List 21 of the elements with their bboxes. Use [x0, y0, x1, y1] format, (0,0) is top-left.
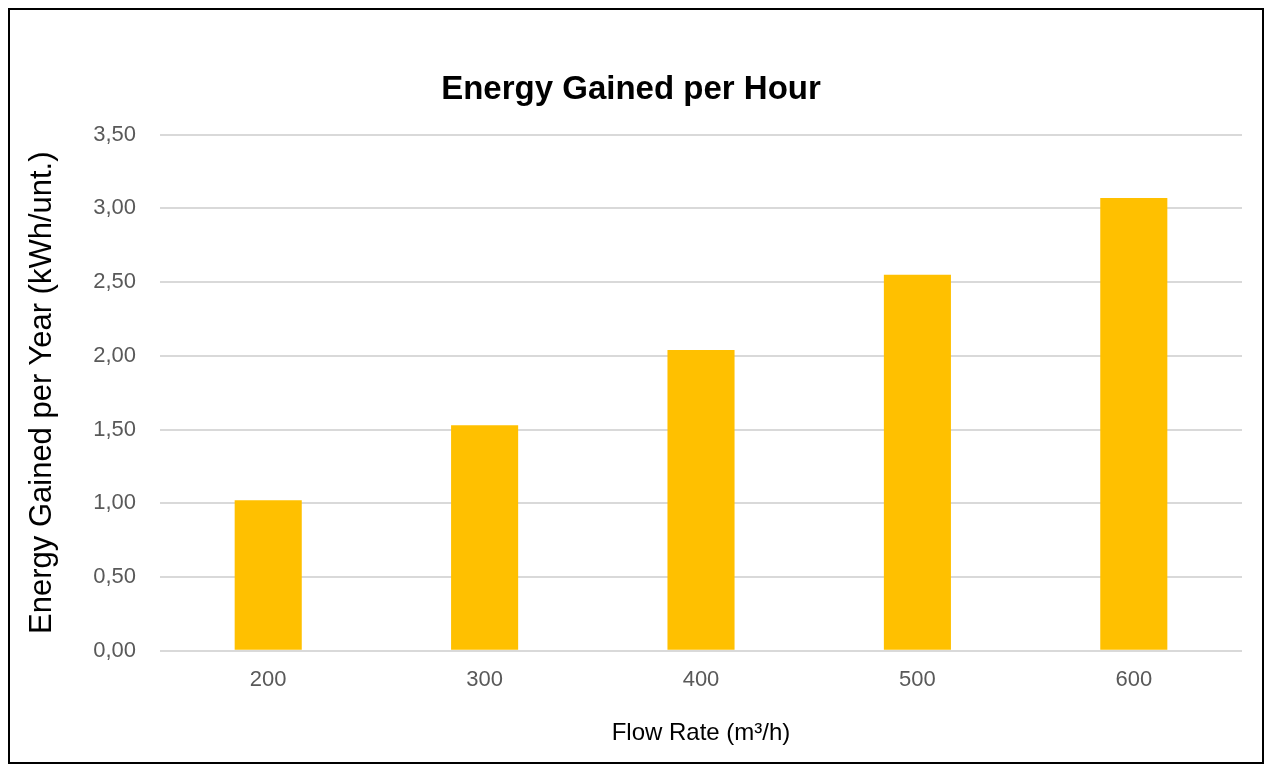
y-tick-label: 3,50 — [93, 120, 137, 146]
x-tick-label: 400 — [682, 666, 720, 692]
y-tick-label: 2,00 — [93, 341, 137, 367]
chart-title: Energy Gained per Hour — [441, 68, 821, 106]
y-tick-label: 3,00 — [93, 194, 137, 220]
bar — [667, 349, 735, 650]
y-tick-label: 0,00 — [93, 636, 137, 662]
x-tick-label: 200 — [249, 666, 287, 692]
x-tick-label: 500 — [899, 666, 936, 692]
y-axis-title: Energy Gained per Year (kWh/unt.) — [23, 151, 59, 634]
y-tick-label: 2,50 — [93, 268, 137, 294]
y-tick-label: 1,50 — [93, 415, 137, 441]
y-tick-label: 1,00 — [93, 489, 137, 515]
bar — [451, 425, 519, 650]
x-tick-label: 300 — [466, 666, 503, 692]
x-axis-title: Flow Rate (m³/h) — [611, 718, 791, 746]
y-tick-label: 0,50 — [93, 563, 137, 589]
bar — [234, 500, 302, 650]
bar — [1100, 198, 1168, 650]
bar — [883, 274, 951, 650]
x-tick-label: 600 — [1115, 666, 1153, 692]
